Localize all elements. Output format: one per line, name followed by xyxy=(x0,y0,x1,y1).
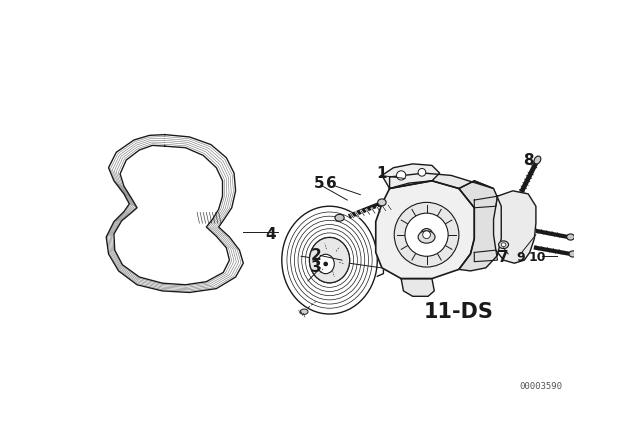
Text: 5: 5 xyxy=(314,176,324,190)
Polygon shape xyxy=(390,173,493,189)
Polygon shape xyxy=(459,181,501,271)
Ellipse shape xyxy=(566,234,575,240)
Circle shape xyxy=(420,228,433,241)
Polygon shape xyxy=(401,279,435,296)
Circle shape xyxy=(418,168,426,176)
Ellipse shape xyxy=(499,241,509,249)
Text: 10: 10 xyxy=(529,251,546,264)
Polygon shape xyxy=(376,181,474,279)
Circle shape xyxy=(397,171,406,180)
Circle shape xyxy=(405,213,448,256)
Polygon shape xyxy=(382,164,440,189)
Ellipse shape xyxy=(317,254,334,274)
Text: 4: 4 xyxy=(265,227,276,242)
Text: 9: 9 xyxy=(516,251,525,264)
Text: 6: 6 xyxy=(326,176,337,190)
Circle shape xyxy=(394,202,459,267)
Ellipse shape xyxy=(501,243,506,247)
Polygon shape xyxy=(474,250,497,262)
Ellipse shape xyxy=(534,156,541,164)
Text: 11-DS: 11-DS xyxy=(424,302,494,322)
Text: 7: 7 xyxy=(499,250,509,265)
Ellipse shape xyxy=(378,199,386,206)
Ellipse shape xyxy=(418,231,435,243)
Ellipse shape xyxy=(282,206,378,314)
Text: 1: 1 xyxy=(377,166,387,181)
Ellipse shape xyxy=(310,237,349,283)
Circle shape xyxy=(323,262,328,266)
Circle shape xyxy=(422,231,431,238)
Polygon shape xyxy=(114,146,230,285)
Ellipse shape xyxy=(569,251,577,257)
Text: 2: 2 xyxy=(311,248,322,263)
Ellipse shape xyxy=(335,214,344,221)
Polygon shape xyxy=(106,134,243,293)
Polygon shape xyxy=(493,191,536,263)
Text: 3: 3 xyxy=(311,260,322,276)
Text: 00003590: 00003590 xyxy=(520,382,563,391)
Ellipse shape xyxy=(300,309,308,314)
Polygon shape xyxy=(474,196,497,208)
Text: 8: 8 xyxy=(523,152,534,168)
